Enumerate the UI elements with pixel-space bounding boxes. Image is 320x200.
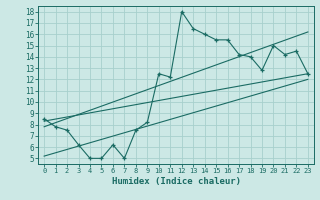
X-axis label: Humidex (Indice chaleur): Humidex (Indice chaleur) [111,177,241,186]
